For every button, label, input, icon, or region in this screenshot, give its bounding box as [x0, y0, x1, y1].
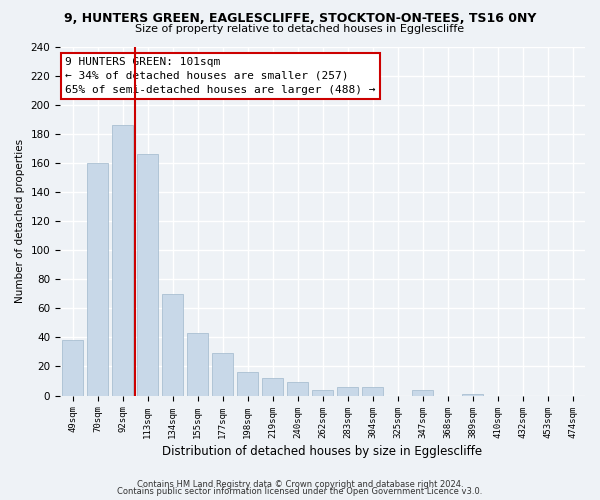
Text: Size of property relative to detached houses in Egglescliffe: Size of property relative to detached ho… — [136, 24, 464, 34]
Bar — [287, 382, 308, 396]
Bar — [412, 390, 433, 396]
Y-axis label: Number of detached properties: Number of detached properties — [15, 139, 25, 303]
Text: Contains HM Land Registry data © Crown copyright and database right 2024.: Contains HM Land Registry data © Crown c… — [137, 480, 463, 489]
Bar — [237, 372, 258, 396]
Bar — [162, 294, 183, 396]
Bar — [312, 390, 333, 396]
Bar — [112, 125, 133, 396]
Bar — [362, 387, 383, 396]
Bar — [462, 394, 483, 396]
Text: Contains public sector information licensed under the Open Government Licence v3: Contains public sector information licen… — [118, 487, 482, 496]
Bar — [262, 378, 283, 396]
Bar — [87, 163, 108, 396]
Bar — [62, 340, 83, 396]
X-axis label: Distribution of detached houses by size in Egglescliffe: Distribution of detached houses by size … — [163, 444, 482, 458]
Text: 9 HUNTERS GREEN: 101sqm
← 34% of detached houses are smaller (257)
65% of semi-d: 9 HUNTERS GREEN: 101sqm ← 34% of detache… — [65, 57, 376, 95]
Bar — [137, 154, 158, 396]
Text: 9, HUNTERS GREEN, EAGLESCLIFFE, STOCKTON-ON-TEES, TS16 0NY: 9, HUNTERS GREEN, EAGLESCLIFFE, STOCKTON… — [64, 12, 536, 26]
Bar — [337, 387, 358, 396]
Bar — [212, 354, 233, 396]
Bar — [187, 333, 208, 396]
